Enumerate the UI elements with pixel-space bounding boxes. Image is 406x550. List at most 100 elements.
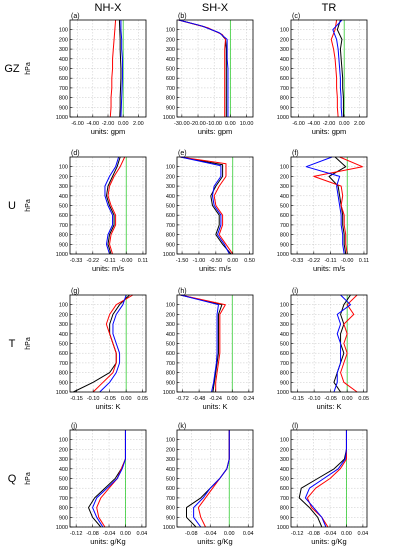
panel-k: 100 200 300 400 500 600 700 800 900 1000 -0.08 -0.0… [163, 423, 254, 546]
x-tick-label: 0.24 [243, 396, 254, 402]
x-tick-label: -4.00 [308, 121, 321, 127]
x-tick-label: -0.24 [209, 396, 222, 402]
panel-g: 100 200 300 400 500 600 700 800 900 1000-0.15 -0.1… [56, 288, 148, 411]
y-tick-label: 700 [280, 223, 289, 229]
y-tick-label: 1000 [277, 115, 289, 121]
x-tick-label: 0.00 [341, 531, 352, 537]
series-line-3 [178, 19, 229, 117]
x-tick-label: -0.72 [176, 396, 189, 402]
y-tick-label: 300 [280, 322, 289, 328]
y-tick-label: 200 [59, 174, 68, 180]
panel-label: (f) [292, 150, 299, 157]
series-line-3 [333, 294, 351, 393]
y-tick-label: 500 [280, 342, 289, 348]
series-line-3 [180, 294, 219, 393]
y-tick-label: 800 [59, 371, 68, 377]
panel-label: (j) [71, 423, 77, 430]
y-tick-label: 400 [280, 194, 289, 200]
y-tick-label: 300 [166, 322, 175, 328]
y-tick-label: 900 [280, 515, 289, 521]
x-tick-label: -0.15 [70, 396, 83, 402]
x-tick-label: -0.12 [291, 531, 304, 537]
plot-frame [290, 429, 368, 528]
y-tick-label: 200 [166, 174, 175, 180]
y-tick-label: 700 [166, 496, 175, 502]
x-axis-label: units: gpm [198, 127, 233, 136]
panel-label: (d) [71, 150, 80, 157]
y-tick-label: 400 [59, 467, 68, 473]
x-axis-label: units: g/Kg [197, 537, 232, 546]
y-tick-label: 400 [166, 467, 175, 473]
panel-b: 100 200 300 400 500 600 700 800 900 1000-30.00 -20… [163, 13, 254, 136]
x-tick-label: -2.00 [323, 121, 336, 127]
series-line-2 [180, 156, 234, 255]
y-axis-label: hPa [25, 472, 32, 485]
panel-label: (b) [178, 13, 187, 20]
x-tick-label: 0.00 [342, 396, 353, 402]
series-line-1 [336, 19, 344, 117]
y-tick-label: 100 [59, 303, 68, 309]
x-tick-label: -0.22 [308, 258, 321, 264]
y-tick-label: 100 [59, 438, 68, 444]
y-tick-label: 900 [59, 105, 68, 111]
y-tick-label: 400 [59, 194, 68, 200]
y-tick-label: 600 [166, 213, 175, 219]
y-tick-label: 700 [280, 361, 289, 367]
x-tick-label: 10.00 [240, 121, 254, 127]
y-tick-label: 900 [166, 242, 175, 248]
y-tick-label: 300 [166, 184, 175, 190]
y-tick-label: 900 [280, 105, 289, 111]
x-tick-label: -0.50 [210, 258, 223, 264]
y-tick-label: 500 [280, 204, 289, 210]
x-axis-label: units: gpm [91, 127, 126, 136]
y-tick-label: 100 [166, 303, 175, 309]
plot-frame [176, 429, 254, 528]
x-tick-label: -6.00 [71, 121, 84, 127]
series-line-3 [99, 294, 127, 393]
panel-i: 100 200 300 400 500 600 700 800 900 1000-0.15 -0.1… [277, 288, 369, 411]
y-tick-label: 200 [59, 37, 68, 43]
x-tick-label: -0.12 [70, 531, 83, 537]
y-tick-label: 300 [280, 184, 289, 190]
y-tick-label: 200 [59, 312, 68, 318]
y-tick-label: 700 [166, 223, 175, 229]
y-tick-label: 200 [166, 37, 175, 43]
panel-label: (h) [178, 288, 187, 295]
column-title-3: TR [322, 2, 337, 14]
y-tick-label: 1000 [56, 115, 68, 121]
x-tick-label: -0.33 [291, 258, 304, 264]
row-label-t: T [9, 338, 16, 350]
y-tick-label: 900 [280, 242, 289, 248]
y-tick-label: 300 [59, 47, 68, 53]
y-tick-label: 200 [280, 447, 289, 453]
y-tick-label: 100 [59, 28, 68, 34]
x-tick-label: -0.08 [185, 531, 198, 537]
panel-h: 100 200 300 400 500 600 700 800 900 1000-0.72 -0.4… [163, 288, 254, 411]
x-tick-label: 0.00 [120, 531, 131, 537]
series-line-1 [118, 19, 122, 118]
y-tick-label: 800 [59, 506, 68, 512]
y-tick-label: 1000 [56, 390, 68, 396]
x-axis-label: units: gpm [312, 127, 347, 136]
row-label-q: Q [8, 473, 17, 485]
panel-e: 100 200 300 400 500 600 700 800 900 1000-1.50 -1.0… [163, 150, 255, 273]
y-tick-label: 800 [166, 506, 175, 512]
y-tick-label: 500 [280, 477, 289, 483]
x-tick-label: -0.00 [120, 258, 133, 264]
y-tick-label: 500 [59, 67, 68, 73]
series-line-2 [340, 294, 358, 393]
y-tick-label: 300 [59, 184, 68, 190]
y-tick-label: 800 [59, 96, 68, 102]
x-tick-label: 0.11 [138, 258, 148, 264]
series-line-1 [180, 156, 232, 255]
x-axis-label: units: K [202, 402, 227, 411]
x-tick-label: 0.04 [358, 531, 369, 537]
series-line-1 [105, 156, 121, 255]
y-tick-label: 900 [280, 380, 289, 386]
x-tick-label: -4.00 [87, 121, 100, 127]
panel-d: 100 200 300 400 500 600 700 800 900 1000-0.33 -0.2… [56, 150, 148, 273]
plot-frame [290, 156, 368, 255]
y-tick-label: 200 [59, 447, 68, 453]
y-tick-label: 900 [59, 380, 68, 386]
